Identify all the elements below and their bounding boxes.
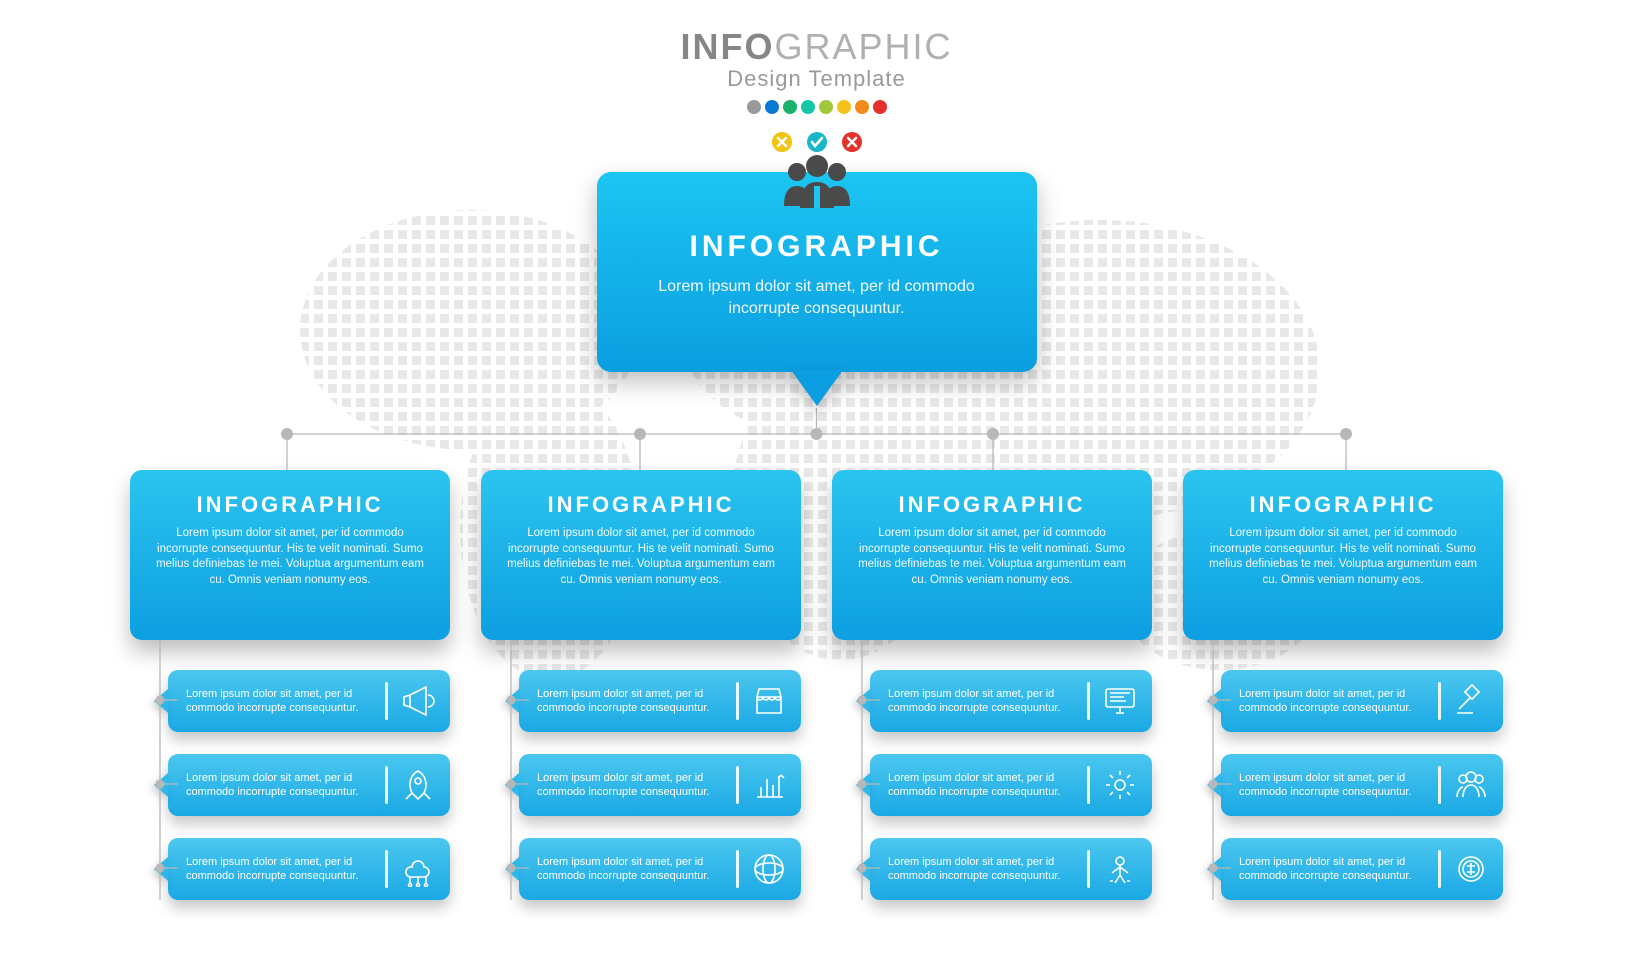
root-title: INFOGRAPHIC [627, 230, 1007, 264]
root-node: INFOGRAPHIC Lorem ipsum dolor sit amet, … [597, 172, 1037, 372]
leaf-text: Lorem ipsum dolor sit amet, per id commo… [186, 855, 385, 884]
leaf-separator [385, 766, 388, 804]
header-dot [873, 100, 887, 114]
branch-title: INFOGRAPHIC [156, 492, 424, 518]
columns-row: INFOGRAPHIC Lorem ipsum dolor sit amet, p… [130, 470, 1503, 900]
leaf-text: Lorem ipsum dolor sit amet, per id commo… [888, 855, 1087, 884]
monitor-icon [1102, 683, 1138, 719]
bar-chart-icon [751, 767, 787, 803]
header-dots [0, 100, 1633, 114]
leaf-card: Lorem ipsum dolor sit amet, per id commo… [519, 838, 801, 900]
leaf-card: Lorem ipsum dolor sit amet, per id commo… [870, 754, 1152, 816]
leaf-text: Lorem ipsum dolor sit amet, per id commo… [186, 687, 385, 716]
branch-title: INFOGRAPHIC [507, 492, 775, 518]
column: INFOGRAPHIC Lorem ipsum dolor sit amet, p… [481, 470, 801, 900]
leaf-list: Lorem ipsum dolor sit amet, per id commo… [870, 670, 1152, 900]
leaf-text: Lorem ipsum dolor sit amet, per id commo… [537, 687, 736, 716]
leaf-separator [1438, 766, 1441, 804]
team-icon [1453, 767, 1489, 803]
leaf-separator [385, 682, 388, 720]
column: INFOGRAPHIC Lorem ipsum dolor sit amet, p… [832, 470, 1152, 900]
leaf-text: Lorem ipsum dolor sit amet, per id commo… [888, 771, 1087, 800]
header-dot [765, 100, 779, 114]
leaf-card: Lorem ipsum dolor sit amet, per id commo… [519, 670, 801, 732]
celebrate-icon [1102, 851, 1138, 887]
branch-card: INFOGRAPHIC Lorem ipsum dolor sit amet, p… [832, 470, 1152, 640]
leaf-list: Lorem ipsum dolor sit amet, per id commo… [1221, 670, 1503, 900]
header-dot [747, 100, 761, 114]
header-title-light: GRAPHIC [774, 26, 952, 67]
branch-title: INFOGRAPHIC [1209, 492, 1477, 518]
branch-description: Lorem ipsum dolor sit amet, per id commo… [858, 526, 1126, 588]
leaf-list: Lorem ipsum dolor sit amet, per id commo… [519, 670, 801, 900]
leaf-separator [736, 766, 739, 804]
leaf-card: Lorem ipsum dolor sit amet, per id commo… [168, 838, 450, 900]
rocket-icon [400, 767, 436, 803]
root-description: Lorem ipsum dolor sit amet, per id commo… [627, 276, 1007, 319]
header-subtitle: Design Template [0, 66, 1633, 92]
leaf-separator [736, 850, 739, 888]
leaf-separator [1087, 682, 1090, 720]
leaf-card: Lorem ipsum dolor sit amet, per id commo… [519, 754, 801, 816]
megaphone-icon [400, 683, 436, 719]
leaf-separator [1087, 850, 1090, 888]
branch-description: Lorem ipsum dolor sit amet, per id commo… [507, 526, 775, 588]
leaf-separator [1087, 766, 1090, 804]
leaf-text: Lorem ipsum dolor sit amet, per id commo… [1239, 771, 1438, 800]
leaf-card: Lorem ipsum dolor sit amet, per id commo… [870, 838, 1152, 900]
leaf-text: Lorem ipsum dolor sit amet, per id commo… [1239, 687, 1438, 716]
coin-icon [1453, 851, 1489, 887]
cloud-network-icon [400, 851, 436, 887]
leaf-text: Lorem ipsum dolor sit amet, per id commo… [1239, 855, 1438, 884]
leaf-text: Lorem ipsum dolor sit amet, per id commo… [537, 771, 736, 800]
header-dot [819, 100, 833, 114]
leaf-card: Lorem ipsum dolor sit amet, per id commo… [168, 754, 450, 816]
column: INFOGRAPHIC Lorem ipsum dolor sit amet, p… [1183, 470, 1503, 900]
header-title: INFOGRAPHIC [0, 26, 1633, 68]
leaf-separator [1438, 682, 1441, 720]
storefront-icon [751, 683, 787, 719]
leaf-separator [736, 682, 739, 720]
leaf-text: Lorem ipsum dolor sit amet, per id commo… [888, 687, 1087, 716]
gavel-icon [1453, 683, 1489, 719]
leaf-card: Lorem ipsum dolor sit amet, per id commo… [168, 670, 450, 732]
header-dot [801, 100, 815, 114]
column: INFOGRAPHIC Lorem ipsum dolor sit amet, p… [130, 470, 450, 900]
leaf-card: Lorem ipsum dolor sit amet, per id commo… [1221, 754, 1503, 816]
leaf-separator [1438, 850, 1441, 888]
branch-title: INFOGRAPHIC [858, 492, 1126, 518]
branch-card: INFOGRAPHIC Lorem ipsum dolor sit amet, p… [1183, 470, 1503, 640]
branch-description: Lorem ipsum dolor sit amet, per id commo… [156, 526, 424, 588]
root-badges [772, 132, 862, 162]
header-title-bold: INFO [680, 26, 774, 67]
globe-icon [751, 851, 787, 887]
leaf-card: Lorem ipsum dolor sit amet, per id commo… [870, 670, 1152, 732]
header-dot [855, 100, 869, 114]
header-dot [837, 100, 851, 114]
gear-icon [1102, 767, 1138, 803]
header-dot [783, 100, 797, 114]
branch-description: Lorem ipsum dolor sit amet, per id commo… [1209, 526, 1477, 588]
branch-card: INFOGRAPHIC Lorem ipsum dolor sit amet, p… [481, 470, 801, 640]
leaf-separator [385, 850, 388, 888]
leaf-text: Lorem ipsum dolor sit amet, per id commo… [186, 771, 385, 800]
leaf-text: Lorem ipsum dolor sit amet, per id commo… [537, 855, 736, 884]
leaf-card: Lorem ipsum dolor sit amet, per id commo… [1221, 670, 1503, 732]
leaf-card: Lorem ipsum dolor sit amet, per id commo… [1221, 838, 1503, 900]
branch-card: INFOGRAPHIC Lorem ipsum dolor sit amet, p… [130, 470, 450, 640]
header: INFOGRAPHIC Design Template [0, 0, 1633, 114]
leaf-list: Lorem ipsum dolor sit amet, per id commo… [168, 670, 450, 900]
